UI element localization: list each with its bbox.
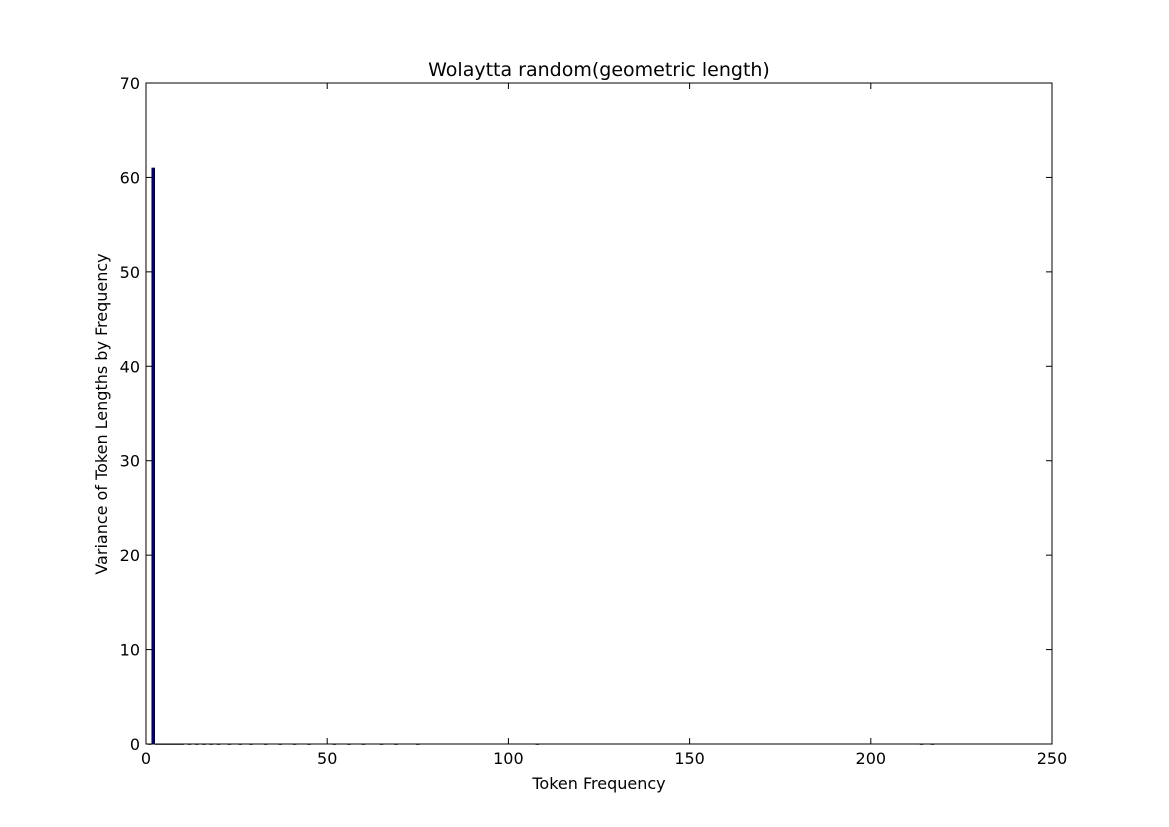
y-axis-ticks: 0 10 20 30 40 50 60 70 [120,74,1052,754]
x-tick-label: 50 [317,749,337,768]
y-tick-label: 50 [120,263,140,282]
y-tick-label: 30 [120,452,140,471]
y-tick-label: 0 [130,735,140,754]
chart-title: Wolaytta random(geometric length) [428,59,770,81]
y-tick-label: 20 [120,546,140,565]
x-axis-ticks: 0 50 100 150 200 250 [141,83,1067,768]
y-tick-label: 40 [120,357,140,376]
x-tick-label: 0 [141,749,151,768]
x-tick-label: 200 [856,749,887,768]
y-axis-label: Variance of Token Lengths by Frequency [92,253,111,574]
x-axis-label: Token Frequency [531,774,665,793]
x-tick-label: 150 [674,749,705,768]
y-tick-label: 10 [120,641,140,660]
plot-frame [145,82,1053,745]
y-tick-label: 70 [120,74,140,93]
y-tick-label: 60 [120,168,140,187]
x-tick-label: 250 [1037,749,1068,768]
bar [151,167,155,745]
x-tick-label: 100 [493,749,524,768]
